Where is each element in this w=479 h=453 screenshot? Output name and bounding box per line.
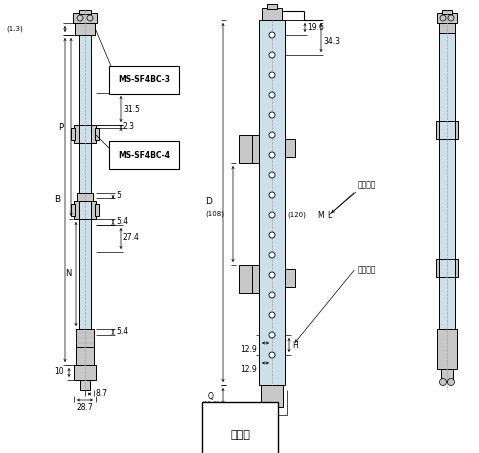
Bar xyxy=(76,329,94,347)
Bar xyxy=(79,201,91,219)
Circle shape xyxy=(269,132,275,138)
Bar xyxy=(259,20,285,385)
Bar xyxy=(442,10,452,14)
Bar xyxy=(79,10,91,14)
Bar xyxy=(252,265,259,293)
Text: 31.5: 31.5 xyxy=(123,105,140,114)
Bar xyxy=(79,219,91,329)
Text: 28.7: 28.7 xyxy=(77,403,93,411)
Bar xyxy=(285,269,295,287)
Circle shape xyxy=(269,312,275,318)
Bar xyxy=(261,385,283,407)
Circle shape xyxy=(440,379,446,386)
Bar xyxy=(76,347,94,365)
Text: 光軸間隔: 光軸間隔 xyxy=(358,265,376,275)
Bar xyxy=(74,125,96,143)
Text: 2.3: 2.3 xyxy=(123,122,135,131)
Text: 12.9: 12.9 xyxy=(240,365,257,374)
Bar xyxy=(71,128,75,140)
Bar xyxy=(79,143,91,193)
Circle shape xyxy=(269,112,275,118)
Text: 投光器: 投光器 xyxy=(230,430,250,440)
Text: 19.6: 19.6 xyxy=(307,23,324,32)
Text: 5.4: 5.4 xyxy=(116,328,128,337)
Circle shape xyxy=(440,15,446,21)
Bar xyxy=(439,23,455,33)
Bar xyxy=(285,139,295,157)
Bar xyxy=(73,13,97,23)
Text: 12.9: 12.9 xyxy=(240,344,257,353)
Bar xyxy=(439,121,455,139)
Bar xyxy=(437,13,457,23)
Text: 8.7: 8.7 xyxy=(96,390,108,399)
Circle shape xyxy=(269,72,275,78)
Circle shape xyxy=(269,92,275,98)
Circle shape xyxy=(269,192,275,198)
Text: 検測幅度: 検測幅度 xyxy=(358,180,376,189)
Bar xyxy=(252,135,259,163)
Bar xyxy=(75,23,95,35)
Circle shape xyxy=(87,15,93,21)
Circle shape xyxy=(77,15,83,21)
Bar xyxy=(266,407,278,417)
Bar xyxy=(436,259,458,277)
Circle shape xyxy=(447,379,455,386)
Text: M: M xyxy=(317,211,324,220)
Circle shape xyxy=(269,212,275,218)
Bar xyxy=(239,135,253,163)
Bar xyxy=(441,369,453,381)
Bar xyxy=(95,128,99,140)
Text: (46.6): (46.6) xyxy=(202,401,220,406)
Text: P: P xyxy=(58,122,64,131)
Bar xyxy=(439,277,455,329)
Bar xyxy=(95,204,99,216)
Circle shape xyxy=(269,52,275,58)
Text: (120): (120) xyxy=(287,212,306,218)
Text: (108): (108) xyxy=(205,211,225,217)
Text: MS-SF4BC-3: MS-SF4BC-3 xyxy=(118,76,170,85)
Circle shape xyxy=(269,272,275,278)
Bar xyxy=(439,139,455,259)
Bar xyxy=(239,265,253,293)
Text: Q: Q xyxy=(208,391,214,400)
Text: D: D xyxy=(205,198,213,207)
Circle shape xyxy=(269,292,275,298)
Circle shape xyxy=(269,232,275,238)
Bar xyxy=(80,380,90,390)
Circle shape xyxy=(269,252,275,258)
Bar xyxy=(439,33,455,121)
Bar xyxy=(79,35,91,125)
Bar xyxy=(439,259,455,277)
Bar xyxy=(262,8,282,22)
Circle shape xyxy=(269,32,275,38)
Text: φ5灰色電線: φ5灰色電線 xyxy=(248,418,276,427)
Circle shape xyxy=(448,15,454,21)
Text: B: B xyxy=(54,196,60,204)
Text: 5.4: 5.4 xyxy=(116,217,128,226)
Bar xyxy=(79,125,91,143)
Bar xyxy=(437,329,457,369)
Bar xyxy=(74,201,96,219)
Text: MS-SF4BC-4: MS-SF4BC-4 xyxy=(118,150,170,159)
Bar xyxy=(71,204,75,216)
Bar xyxy=(77,193,93,201)
Circle shape xyxy=(269,352,275,358)
Bar xyxy=(267,4,277,9)
Text: 10: 10 xyxy=(54,367,64,376)
Text: 34.3: 34.3 xyxy=(323,37,340,45)
Circle shape xyxy=(269,152,275,158)
Bar xyxy=(436,121,458,139)
Circle shape xyxy=(269,172,275,178)
Text: 27.4: 27.4 xyxy=(123,233,140,242)
Text: H: H xyxy=(292,341,298,350)
Text: (1.3): (1.3) xyxy=(6,26,23,32)
Circle shape xyxy=(269,332,275,338)
Text: N: N xyxy=(65,270,71,279)
Text: L: L xyxy=(327,211,331,220)
Text: 5: 5 xyxy=(116,191,121,200)
Bar xyxy=(74,365,96,380)
